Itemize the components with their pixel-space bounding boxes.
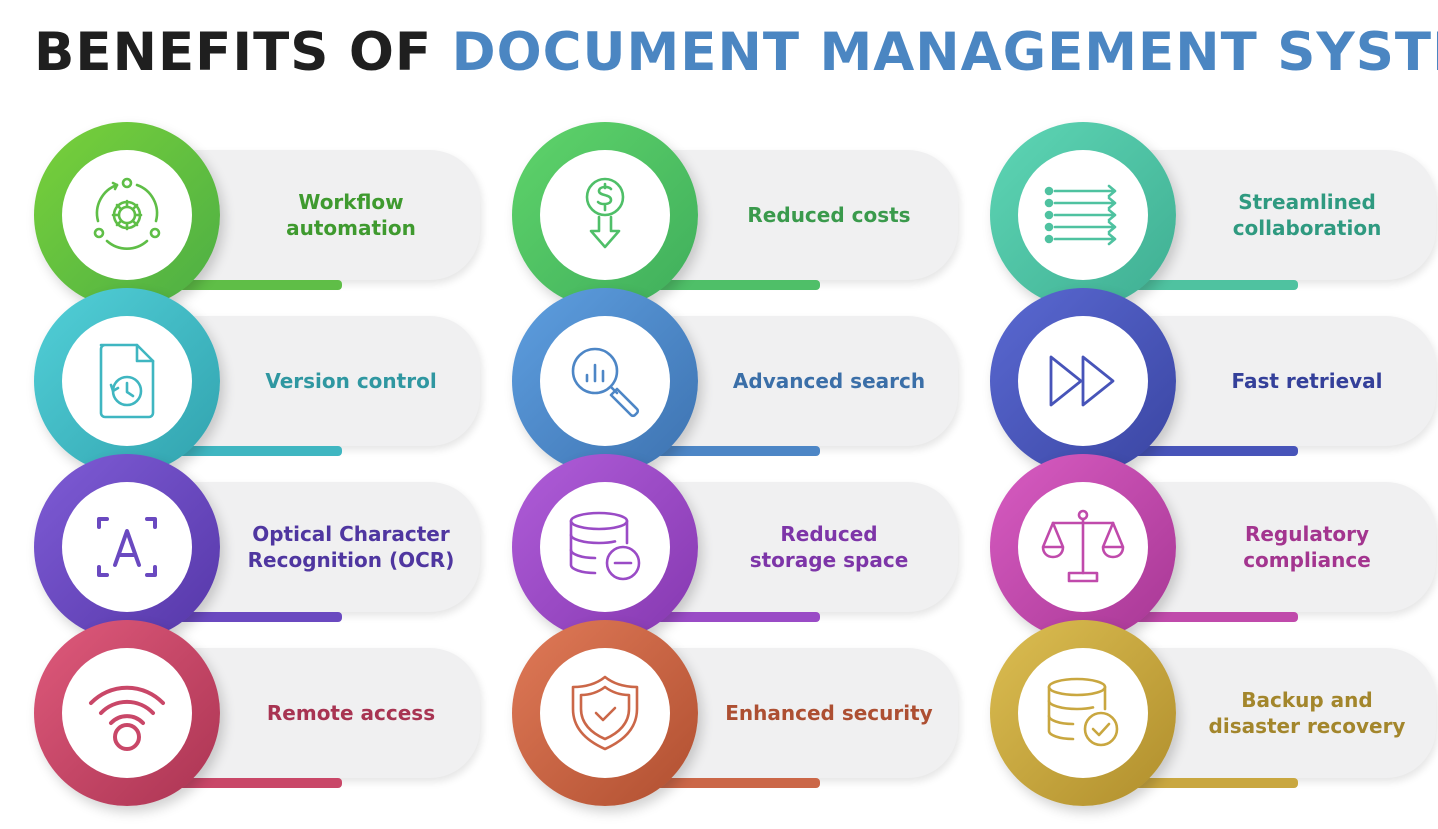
icon-ring [512,122,698,308]
benefit-label: Advanced search [732,369,926,393]
benefit-card-reduced-storage: Reduced storage space [512,454,958,640]
benefit-label: Enhanced security [725,701,933,725]
benefit-label: Backup and disaster recovery [1208,688,1406,738]
benefit-label: Optical Character Recognition (OCR) [247,522,455,572]
benefit-label: Reduced storage space [749,522,909,572]
benefit-label: Streamlined collaboration [1232,190,1382,240]
icon-ring [34,122,220,308]
benefit-card-reduced-costs: Reduced costs [512,122,958,308]
benefit-label: Version control [265,369,437,393]
workflow-icon [62,150,192,280]
card-accent-bar [146,778,342,788]
icon-ring [512,454,698,640]
backup-icon [1018,648,1148,778]
icon-ring [990,620,1176,806]
title-part-1: BENEFITS OF [34,22,433,83]
title-part-2: DOCUMENT MANAGEMENT SYSTEMS [451,22,1438,83]
reduced-costs-icon [540,150,670,280]
icon-ring [990,122,1176,308]
benefit-card-fast-retrieval: Fast retrieval [990,288,1436,474]
card-accent-bar [624,280,820,290]
benefit-label: Workflow automation [286,190,416,240]
card-accent-bar [146,612,342,622]
benefit-card-advanced-search: Advanced search [512,288,958,474]
benefit-card-version-control: Version control [34,288,480,474]
card-accent-bar [1102,280,1298,290]
icon-ring [34,288,220,474]
benefit-card-remote-access: Remote access [34,620,480,806]
benefit-label: Reduced costs [747,203,911,227]
card-accent-bar [624,778,820,788]
wifi-icon [62,648,192,778]
benefit-card-regulatory-compliance: Regulatory compliance [990,454,1436,640]
shield-icon [540,648,670,778]
card-accent-bar [624,446,820,456]
card-accent-bar [1102,778,1298,788]
icon-ring [990,288,1176,474]
card-accent-bar [1102,446,1298,456]
icon-ring [512,620,698,806]
page-title: BENEFITS OF DOCUMENT MANAGEMENT SYSTEMS [34,26,1438,79]
benefit-card-ocr: Optical Character Recognition (OCR) [34,454,480,640]
icon-ring [990,454,1176,640]
benefit-card-enhanced-security: Enhanced security [512,620,958,806]
card-accent-bar [1102,612,1298,622]
card-accent-bar [624,612,820,622]
scales-icon [1018,482,1148,612]
collaboration-icon [1018,150,1148,280]
icon-ring [512,288,698,474]
icon-ring [34,620,220,806]
benefit-label: Regulatory compliance [1243,522,1371,572]
fast-forward-icon [1018,316,1148,446]
ocr-icon [62,482,192,612]
card-accent-bar [146,446,342,456]
benefit-label: Fast retrieval [1231,369,1383,393]
card-accent-bar [146,280,342,290]
storage-icon [540,482,670,612]
icon-ring [34,454,220,640]
benefit-card-workflow: Workflow automation [34,122,480,308]
benefit-card-collaboration: Streamlined collaboration [990,122,1436,308]
benefit-label: Remote access [266,701,436,725]
version-control-icon [62,316,192,446]
search-icon [540,316,670,446]
benefit-card-backup: Backup and disaster recovery [990,620,1436,806]
